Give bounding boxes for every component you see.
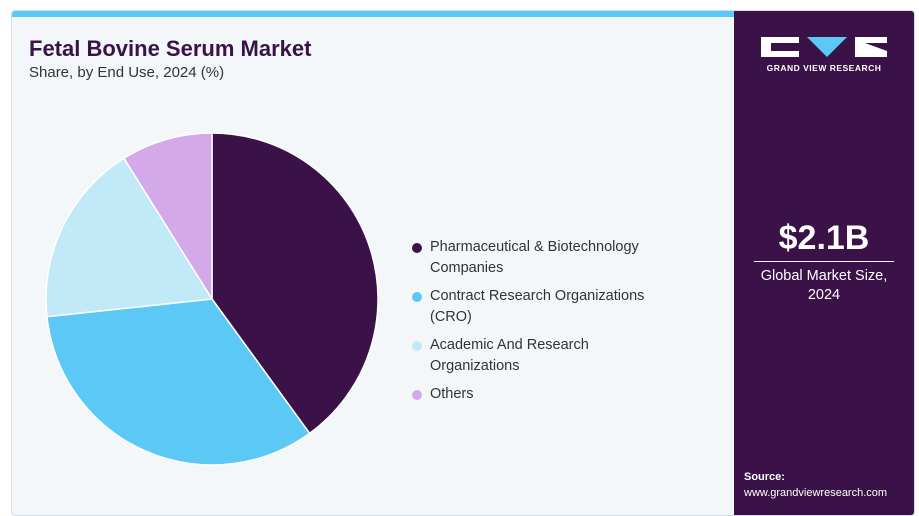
legend-swatch bbox=[412, 292, 422, 302]
sidebar: GRAND VIEW RESEARCH $2.1B Global Market … bbox=[734, 11, 914, 515]
source-label: Source: bbox=[744, 471, 785, 483]
legend-item: Pharmaceutical & Biotechnology Companies bbox=[412, 237, 712, 279]
legend: Pharmaceutical & Biotechnology Companies… bbox=[412, 237, 712, 412]
source-url: www.grandviewresearch.com bbox=[744, 487, 888, 499]
legend-item: Academic And Research Organizations bbox=[412, 335, 712, 377]
chart bbox=[45, 132, 379, 466]
card: Fetal Bovine Serum Market Share, by End … bbox=[11, 10, 915, 516]
market-size-label: Global Market Size, 2024 bbox=[760, 268, 888, 303]
brand: GRAND VIEW RESEARCH bbox=[766, 63, 882, 73]
pie-slice bbox=[211, 132, 379, 435]
legend-item: Others bbox=[412, 384, 712, 405]
legend-swatch bbox=[412, 243, 422, 253]
legend-label: Contract Research Organizations (CRO) bbox=[430, 288, 645, 325]
divider bbox=[754, 261, 894, 262]
market-size: $2.1B bbox=[778, 219, 870, 257]
legend-swatch bbox=[412, 390, 422, 400]
pie-slice bbox=[46, 298, 311, 466]
chart-subtitle: Share, by End Use, 2024 (%) bbox=[29, 64, 225, 81]
legend-label: Others bbox=[430, 386, 474, 402]
accent-stripe bbox=[12, 11, 734, 17]
legend-label: Pharmaceutical & Biotechnology Companies bbox=[430, 239, 639, 276]
logo bbox=[761, 37, 887, 57]
legend-item: Contract Research Organizations (CRO) bbox=[412, 286, 712, 328]
legend-swatch bbox=[412, 341, 422, 351]
legend-label: Academic And Research Organizations bbox=[430, 337, 589, 374]
chart-title: Fetal Bovine Serum Market bbox=[29, 36, 312, 61]
pie-slice bbox=[122, 132, 213, 302]
pie-slice bbox=[45, 157, 214, 318]
